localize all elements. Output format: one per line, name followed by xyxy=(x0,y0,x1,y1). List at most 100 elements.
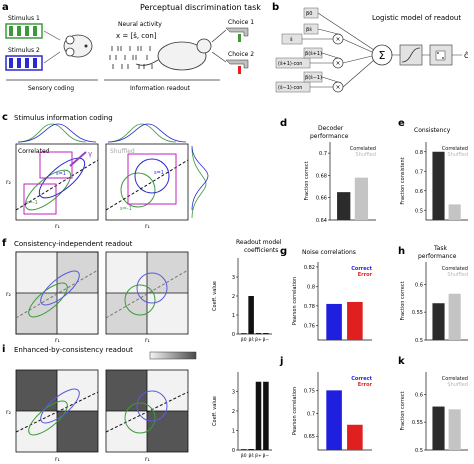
chart-k-tick-label: 0.6 xyxy=(415,392,423,398)
panel-i: i Enhanced-by-consistency readout r₁ r₂ … xyxy=(2,344,272,463)
panel-d: d Decoder performance 0.64 0.66 0.68 0.7 Fra… xyxy=(280,118,376,224)
chart-f-ylabel: Coeff. value xyxy=(212,281,218,311)
panel-j: j 0.65 0.7 0.75 Pearson correlation CorrectE… xyxy=(279,356,373,451)
panel-c-xlabel-2: r₁ xyxy=(145,223,150,230)
panel-a: a Perceptual discrimination task Stimulu… xyxy=(2,2,261,92)
readout-map-1 xyxy=(15,251,99,335)
chart-e-bar xyxy=(448,204,461,220)
chart-e-ylabel: Fraction consistent xyxy=(400,157,406,204)
correlated-plot xyxy=(15,143,99,221)
panel-i-letter: i xyxy=(2,344,5,355)
panel-b: b Logistic model of readout β0 ŝ βŝ (ŝ+1… xyxy=(272,2,468,93)
input-beta-plus: β(ŝ+1) xyxy=(305,50,322,57)
output-c: ĉ xyxy=(464,50,468,60)
chart-h-bar xyxy=(448,293,461,340)
s-minus-shuffled: s=-1 xyxy=(120,206,132,212)
panel-e-title: Consistency xyxy=(414,127,451,134)
panel-g: g Noise correlations 0.76 0.78 0.8 0.82 Pear… xyxy=(280,246,373,341)
svg-text:×: × xyxy=(335,60,340,67)
sum-symbol: Σ xyxy=(379,49,386,62)
panel-k: k 0.5 0.55 0.6 Fraction correct CorrelatedSh… xyxy=(398,356,468,454)
marginal-blue xyxy=(17,123,97,143)
chart-f-bar xyxy=(255,333,262,334)
chart-k-legend-item: Correlated xyxy=(442,376,468,382)
panel-k-letter: k xyxy=(398,356,405,367)
chart-k-tick-label: 0.55 xyxy=(412,420,423,426)
panel-h-title-1: Task xyxy=(433,245,447,252)
s-plus-label: s=1 xyxy=(56,171,66,177)
input-s: ŝ xyxy=(290,36,293,43)
chart-h-legend-item: Shuffled xyxy=(447,272,468,278)
panel-a-letter: a xyxy=(2,2,9,13)
chart-i-bar xyxy=(255,381,262,450)
chart-g-legend-item: Error xyxy=(358,272,373,278)
panel-d-letter: d xyxy=(280,118,287,129)
panel-c-title: Stimulus information coding xyxy=(14,114,113,122)
chart-i-tick-label: 1 xyxy=(232,429,235,435)
chart-k-bar xyxy=(448,409,461,450)
chart-i-tick-label: 2 xyxy=(232,409,235,415)
readout-map-3 xyxy=(15,369,99,453)
chart-g-tick-label: 0.8 xyxy=(307,284,315,290)
gamma-arrow xyxy=(69,151,87,167)
chart-d-tick-label: 0.7 xyxy=(319,151,327,157)
chart-e-legend-item: Correlated xyxy=(442,146,468,152)
chart-h-bar xyxy=(432,303,445,340)
chart-f-axes xyxy=(237,258,272,335)
chart-i: 0 1 2 3 Coeff. value β0 βŝ β+ β− xyxy=(212,372,272,459)
chart-e-tick-label: 0.8 xyxy=(415,150,423,156)
chart-j-tick-label: 0.65 xyxy=(304,434,315,440)
chart-j-legend-item: Correct xyxy=(351,376,372,382)
chart-h-tick-label: 0.6 xyxy=(415,282,423,288)
panel-f: f Consistency-independent readout r₁ r₂ … xyxy=(2,238,282,344)
chart-e-tick-label: 0.6 xyxy=(415,189,423,195)
chart-i-category-label: β− xyxy=(263,453,270,459)
panel-d-title-2: performance xyxy=(310,133,349,140)
marginal-blue-shuffled xyxy=(107,123,187,143)
chart-d-tick-label: 0.66 xyxy=(316,196,327,202)
panel-e: e Consistency 0.5 0.6 0.7 0.8 Fraction consi… xyxy=(398,118,468,221)
sigmoid-box xyxy=(399,44,423,66)
chart-j-ylabel: Pearson correlation xyxy=(292,387,298,435)
stim-arrows xyxy=(43,30,61,64)
chart-j-bar xyxy=(347,424,363,450)
chart-f-category-label: β− xyxy=(263,337,270,343)
colorbar-gradient xyxy=(149,351,197,360)
chart-i-bar xyxy=(263,381,269,450)
marginal-green-shuffled xyxy=(107,123,177,143)
chart-j: 0.65 0.7 0.75 Pearson correlation CorrectErr… xyxy=(292,372,373,451)
panel-i-title: Enhanced-by-consistency readout xyxy=(14,346,133,354)
chart-e-tick-label: 0.7 xyxy=(415,169,423,175)
chart-h-ylabel: Fraction correct xyxy=(400,281,406,320)
shuffled-circles xyxy=(120,158,170,208)
spike-raster xyxy=(109,46,153,69)
chart-g-tick-label: 0.82 xyxy=(304,265,315,271)
chart-f-category-label: βŝ xyxy=(249,336,255,343)
chart-e-legend-item: Shuffled xyxy=(447,152,468,158)
panel-g-title: Noise correlations xyxy=(302,249,356,256)
chart-f-tick-label: 2 xyxy=(232,294,235,300)
chart-d-bar xyxy=(354,177,369,220)
chart-f-tick-label: 1 xyxy=(232,313,235,319)
input-splus-con: (ŝ+1)·con xyxy=(278,60,302,67)
information-readout-label: Information readout xyxy=(130,85,191,92)
chart-f: 0 1 2 3 Coeff. value β0 βŝ β+ β− xyxy=(212,258,272,343)
decision-boundary-shuffled xyxy=(105,159,189,211)
chart-h-tick-label: 0.5 xyxy=(415,338,423,344)
chart-i-category-label: β0 xyxy=(241,453,247,459)
chart-f-bar xyxy=(248,296,254,334)
input-beta-s: βŝ xyxy=(306,26,312,33)
panel-b-letter: b xyxy=(272,2,279,13)
mouse-body-icon xyxy=(135,38,212,71)
panel-f-ylabel: r₂ xyxy=(6,291,11,298)
chart-f-category-label: β+ xyxy=(255,337,262,343)
chart-d-ylabel: Fraction correct xyxy=(304,161,310,200)
chart-g-legend-item: Correct xyxy=(351,266,372,272)
chart-h: 0.5 0.55 0.6 Fraction correct CorrelatedShuf… xyxy=(400,262,468,344)
choice1-label: Choice 1 xyxy=(228,19,254,26)
chart-i-bar xyxy=(248,449,254,450)
model-wires xyxy=(302,12,462,88)
panel-d-title-1: Decoder xyxy=(318,125,344,132)
shuffled-label: Shuffled xyxy=(110,148,135,155)
chart-d-tick-label: 0.68 xyxy=(316,173,327,179)
